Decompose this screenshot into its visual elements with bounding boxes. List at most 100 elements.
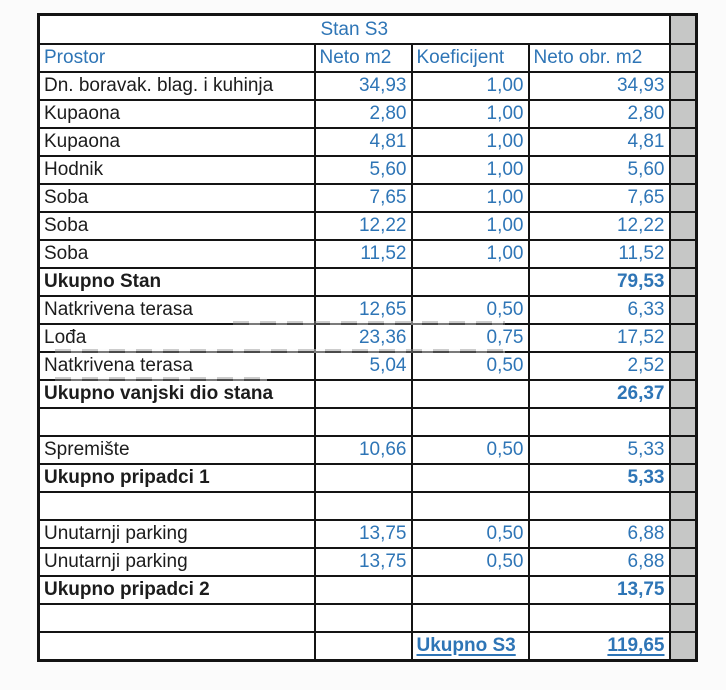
neto-obr-m2-cell: 12,22: [527, 211, 671, 241]
neto-m2-cell: [313, 267, 413, 297]
koeficijent-cell: 1,00: [410, 239, 530, 269]
neto-obr-m2-cell: 13,75: [527, 575, 671, 605]
neto-m2-cell: [313, 407, 413, 437]
title-row: Stan S3: [37, 13, 698, 45]
table-row: Kupaona 4,81 1,00 4,81: [37, 127, 698, 157]
neto-m2-cell: 5,60: [313, 155, 413, 185]
neto-m2-cell: 23,36: [313, 323, 413, 353]
koeficijent-cell: 0,50: [410, 519, 530, 549]
side-column-cell: [668, 575, 698, 605]
table-row: Unutarnji parking 13,75 0,50 6,88: [37, 547, 698, 577]
side-column-cell: [668, 631, 698, 662]
koeficijent-cell: 0,50: [410, 435, 530, 465]
column-header-koeficijent: Koeficijent: [410, 43, 530, 73]
side-column-cell: [668, 407, 698, 437]
side-column-cell: [668, 127, 698, 157]
side-column-cell: [668, 379, 698, 409]
side-column-cell: [668, 239, 698, 269]
koeficijent-cell: [410, 407, 530, 437]
room-name-cell: Kupaona: [37, 99, 316, 129]
side-column-cell: [668, 547, 698, 577]
table-row: Ukupno vanjski dio stana 26,37: [37, 379, 698, 409]
table-row: Spremište 10,66 0,50 5,33: [37, 435, 698, 465]
side-column-cell: [668, 435, 698, 465]
neto-m2-cell: [313, 463, 413, 493]
koeficijent-cell: 1,00: [410, 155, 530, 185]
neto-obr-m2-cell: 2,80: [527, 99, 671, 129]
column-header-neto-obr-m2: Neto obr. m2: [527, 43, 671, 73]
neto-m2-cell: 12,65: [313, 295, 413, 325]
side-column-cell: [668, 43, 698, 73]
table-row: [37, 603, 698, 633]
koeficijent-cell: 0,75: [410, 323, 530, 353]
neto-obr-m2-cell: 6,33: [527, 295, 671, 325]
neto-m2-cell: [313, 631, 413, 662]
table-row: Ukupno pripadci 1 5,33: [37, 463, 698, 493]
column-header-prostor: Prostor: [37, 43, 316, 73]
room-name-cell: Dn. boravak. blag. i kuhinja: [37, 71, 316, 101]
table-title: Stan S3: [37, 13, 671, 45]
koeficijent-cell: 1,00: [410, 183, 530, 213]
koeficijent-cell: [410, 491, 530, 521]
table-row: [37, 491, 698, 521]
room-name-cell: [37, 491, 316, 521]
room-name-cell: Spremište: [37, 435, 316, 465]
neto-obr-m2-cell: 34,93: [527, 71, 671, 101]
room-name-cell: [37, 631, 316, 662]
room-name-cell: Ukupno Stan: [37, 267, 316, 297]
neto-m2-cell: 11,52: [313, 239, 413, 269]
koeficijent-cell: [410, 379, 530, 409]
table-row: Soba 11,52 1,00 11,52: [37, 239, 698, 269]
side-column-cell: [668, 491, 698, 521]
table-row: Soba 7,65 1,00 7,65: [37, 183, 698, 213]
neto-obr-m2-cell: 2,52: [527, 351, 671, 381]
side-column-cell: [668, 463, 698, 493]
koeficijent-cell: 1,00: [410, 127, 530, 157]
neto-obr-m2-cell: 119,65: [527, 631, 671, 662]
koeficijent-cell: 0,50: [410, 547, 530, 577]
column-header-neto-m2: Neto m2: [313, 43, 413, 73]
side-column-cell: [668, 295, 698, 325]
neto-obr-m2-cell: 5,60: [527, 155, 671, 185]
table-row: Kupaona 2,80 1,00 2,80: [37, 99, 698, 129]
area-table: Stan S3 Prostor Neto m2 Koeficijent Neto…: [37, 13, 698, 662]
side-column-cell: [668, 211, 698, 241]
table-row: [37, 407, 698, 437]
koeficijent-cell: [410, 267, 530, 297]
neto-m2-cell: 13,75: [313, 519, 413, 549]
table-row: Lođa 23,36 0,75 17,52: [37, 323, 698, 353]
side-column-cell: [668, 267, 698, 297]
neto-m2-cell: [313, 575, 413, 605]
table-row: Ukupno S3 119,65: [37, 631, 698, 662]
neto-obr-m2-cell: 6,88: [527, 519, 671, 549]
neto-m2-cell: 5,04: [313, 351, 413, 381]
side-column-cell: [668, 323, 698, 353]
koeficijent-cell: 1,00: [410, 71, 530, 101]
table-row: Dn. boravak. blag. i kuhinja 34,93 1,00 …: [37, 71, 698, 101]
koeficijent-cell: [410, 463, 530, 493]
table-row: Natkrivena terasa 12,65 0,50 6,33: [37, 295, 698, 325]
room-name-cell: Unutarnji parking: [37, 547, 316, 577]
room-name-cell: Lođa: [37, 323, 316, 353]
side-column-cell: [668, 603, 698, 633]
table-body: Dn. boravak. blag. i kuhinja 34,93 1,00 …: [37, 71, 698, 662]
koeficijent-cell: 1,00: [410, 211, 530, 241]
room-name-cell: Ukupno vanjski dio stana: [37, 379, 316, 409]
room-name-cell: [37, 603, 316, 633]
table-row: Natkrivena terasa 5,04 0,50 2,52: [37, 351, 698, 381]
neto-m2-cell: 10,66: [313, 435, 413, 465]
koeficijent-cell: 0,50: [410, 295, 530, 325]
room-name-cell: Kupaona: [37, 127, 316, 157]
neto-m2-cell: 2,80: [313, 99, 413, 129]
table-row: Soba 12,22 1,00 12,22: [37, 211, 698, 241]
side-column-cell: [668, 183, 698, 213]
koeficijent-cell: 1,00: [410, 99, 530, 129]
room-name-cell: Ukupno pripadci 2: [37, 575, 316, 605]
room-name-cell: Soba: [37, 239, 316, 269]
neto-obr-m2-cell: 26,37: [527, 379, 671, 409]
neto-m2-cell: 4,81: [313, 127, 413, 157]
neto-m2-cell: [313, 491, 413, 521]
neto-obr-m2-cell: 4,81: [527, 127, 671, 157]
table-row: Unutarnji parking 13,75 0,50 6,88: [37, 519, 698, 549]
room-name-cell: Unutarnji parking: [37, 519, 316, 549]
